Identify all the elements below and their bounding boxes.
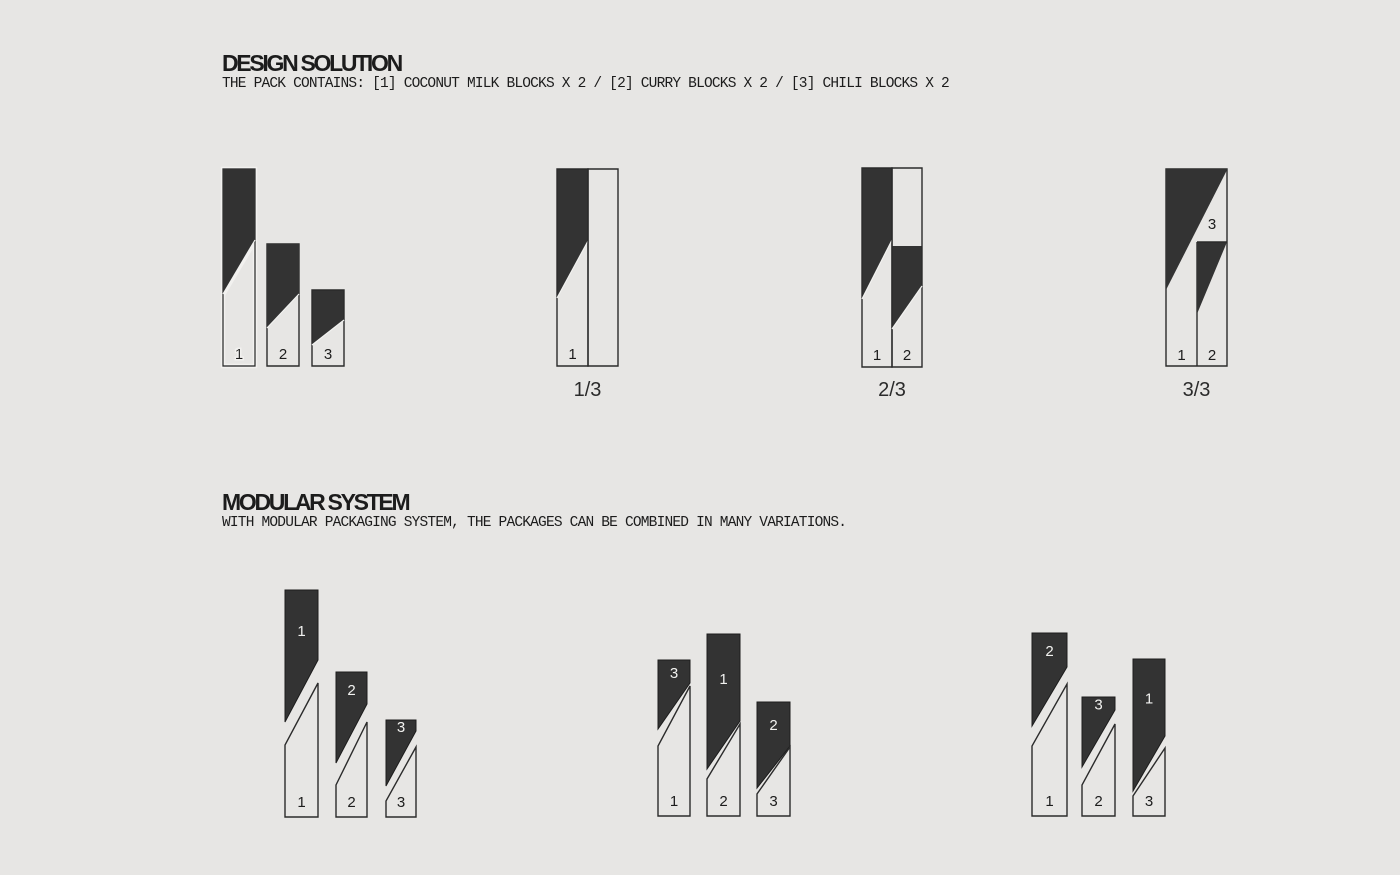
svg-text:1: 1 <box>1045 793 1053 810</box>
svg-text:2: 2 <box>769 717 777 734</box>
svg-text:2: 2 <box>347 682 355 699</box>
svg-text:2: 2 <box>1094 793 1102 810</box>
svg-text:3: 3 <box>769 793 777 810</box>
svg-text:2: 2 <box>719 793 727 810</box>
svg-text:1: 1 <box>297 623 305 640</box>
svg-text:2: 2 <box>1045 643 1053 660</box>
svg-text:3: 3 <box>1094 697 1102 714</box>
svg-text:2: 2 <box>347 794 355 811</box>
svg-text:1: 1 <box>297 794 305 811</box>
svg-text:3: 3 <box>397 719 405 736</box>
svg-text:1: 1 <box>719 671 727 688</box>
svg-text:3: 3 <box>1145 793 1153 810</box>
svg-text:1: 1 <box>670 793 678 810</box>
svg-text:3: 3 <box>397 794 405 811</box>
svg-text:1: 1 <box>1145 691 1153 708</box>
svg-text:3: 3 <box>670 665 678 682</box>
